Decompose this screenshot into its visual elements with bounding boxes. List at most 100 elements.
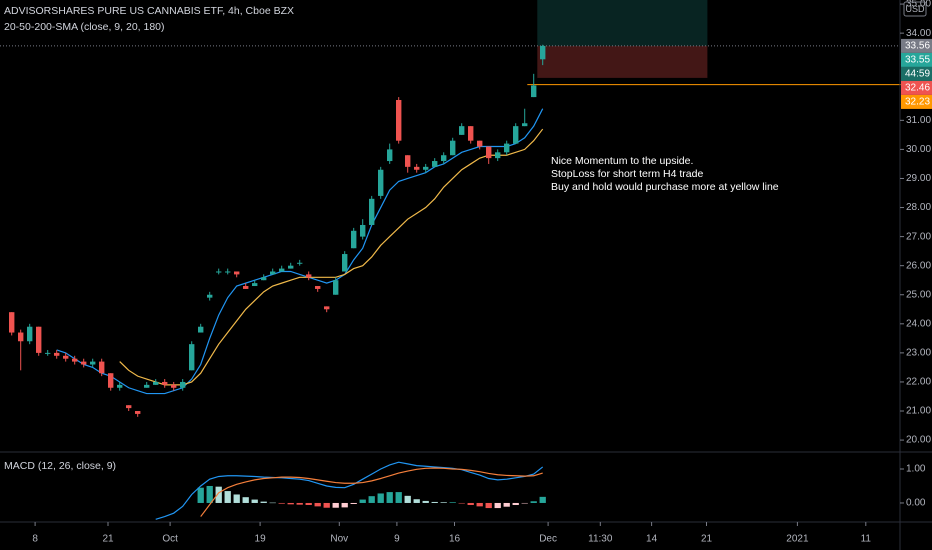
histogram-bar xyxy=(404,495,411,503)
x-tick-label: 8 xyxy=(32,534,38,545)
histogram-bar xyxy=(260,501,267,503)
histogram-bar xyxy=(350,502,357,504)
y-tick-label: 22.00 xyxy=(906,377,931,388)
x-tick-label: 14 xyxy=(646,534,658,545)
histogram-bar xyxy=(503,502,510,507)
histogram-bar xyxy=(359,499,366,503)
histogram-bar xyxy=(440,502,447,503)
histogram-bar xyxy=(314,502,321,507)
candle-body xyxy=(234,271,240,275)
indicator-label: 20-50-200-SMA (close, 9, 20, 180) xyxy=(4,21,165,33)
candle-body xyxy=(9,312,15,333)
sma-line xyxy=(119,128,544,386)
y-tick-label: 27.00 xyxy=(906,231,931,242)
y-tick-label: 0.00 xyxy=(906,498,926,509)
position-target-zone xyxy=(537,0,708,46)
histogram-bar xyxy=(458,502,465,504)
candle-body xyxy=(135,411,141,414)
x-tick-label: 19 xyxy=(255,534,267,545)
candle-body xyxy=(306,274,312,278)
candle-body xyxy=(360,224,366,237)
candle-body xyxy=(252,283,258,287)
candle-body xyxy=(27,326,33,342)
histogram-bar xyxy=(305,502,312,506)
candle-body xyxy=(414,166,420,170)
candle-body xyxy=(459,126,465,135)
candle-body xyxy=(423,166,429,170)
histogram-bar xyxy=(287,502,294,505)
histogram-bar xyxy=(215,486,222,503)
y-tick-label: 1.00 xyxy=(906,464,926,475)
price-badge-label: 32.23 xyxy=(905,97,930,108)
candle-body xyxy=(261,277,267,281)
x-tick-label: 2021 xyxy=(786,534,809,545)
candle-body xyxy=(171,384,177,388)
candle-body xyxy=(243,286,249,289)
candle-body xyxy=(378,169,384,196)
candle-body xyxy=(450,140,456,156)
histogram-bar xyxy=(395,492,402,503)
y-tick-label: 31.00 xyxy=(906,115,931,126)
x-tick-label: 11 xyxy=(861,534,872,545)
candle-body xyxy=(144,384,150,388)
histogram-bar xyxy=(368,496,375,503)
candle-body xyxy=(45,352,51,354)
candle-body xyxy=(495,152,501,159)
candle-body xyxy=(63,355,69,359)
back-layer xyxy=(0,0,932,86)
y-tick-label: 34.00 xyxy=(906,28,931,39)
candle-body xyxy=(117,384,123,388)
y-tick-label: 25.00 xyxy=(906,289,931,300)
price-badge-label: 33.55 xyxy=(905,55,930,66)
histogram-bar xyxy=(269,502,276,504)
candle-body xyxy=(36,326,42,353)
chart-title: ADVISORSHARES PURE US CANNABIS ETF, 4h, … xyxy=(4,5,294,17)
candle-body xyxy=(90,361,96,365)
y-tick-label: 26.00 xyxy=(906,260,931,271)
macd-line xyxy=(155,461,544,520)
histogram-bar xyxy=(206,485,213,503)
currency-box[interactable] xyxy=(903,1,927,17)
signal-line xyxy=(200,467,543,517)
y-tick-label: 30.00 xyxy=(906,144,931,155)
x-tick-label: 11:30 xyxy=(588,534,613,545)
price-badge xyxy=(901,38,932,53)
candle-body xyxy=(477,140,483,147)
histogram-bar xyxy=(521,502,528,504)
candle-body xyxy=(468,126,474,141)
candle-body xyxy=(72,358,78,362)
candle-body xyxy=(81,361,87,365)
histogram-bar xyxy=(242,497,249,503)
histogram-bar xyxy=(512,502,519,506)
y-tick-label: 21.00 xyxy=(906,406,931,417)
price-badge xyxy=(901,80,932,95)
histogram-bar xyxy=(476,502,483,507)
countdown-badge xyxy=(901,66,932,81)
histogram-bar xyxy=(233,494,240,503)
candle-body xyxy=(216,271,222,273)
candle-body xyxy=(441,155,447,162)
position-stop-zone xyxy=(537,45,708,78)
annotation: Nice Momentum to the upside. xyxy=(551,155,693,167)
histogram-bar xyxy=(332,502,339,508)
histogram-bar xyxy=(296,502,303,505)
candle-body xyxy=(315,286,321,289)
histogram-bar xyxy=(494,502,501,509)
histogram-bar xyxy=(422,500,429,503)
x-tick-label: Dec xyxy=(539,534,557,545)
main-layer: Nice Momentum to the upside.StopLoss for… xyxy=(9,44,779,520)
candle-body xyxy=(432,161,438,167)
x-tick-label: 21 xyxy=(102,534,114,545)
candle-body xyxy=(522,123,528,127)
candle-body xyxy=(486,146,492,159)
y-tick-label: 24.00 xyxy=(906,318,931,329)
candle-body xyxy=(387,149,393,162)
candle-body xyxy=(207,294,213,298)
histogram-bar xyxy=(323,502,330,508)
currency[interactable]: USD xyxy=(905,4,925,14)
countdown-label: 44:59 xyxy=(905,69,930,80)
x-tick-label: Nov xyxy=(330,534,348,545)
x-tick-label: Oct xyxy=(162,534,178,545)
price-badge-label: 32.46 xyxy=(905,83,930,94)
